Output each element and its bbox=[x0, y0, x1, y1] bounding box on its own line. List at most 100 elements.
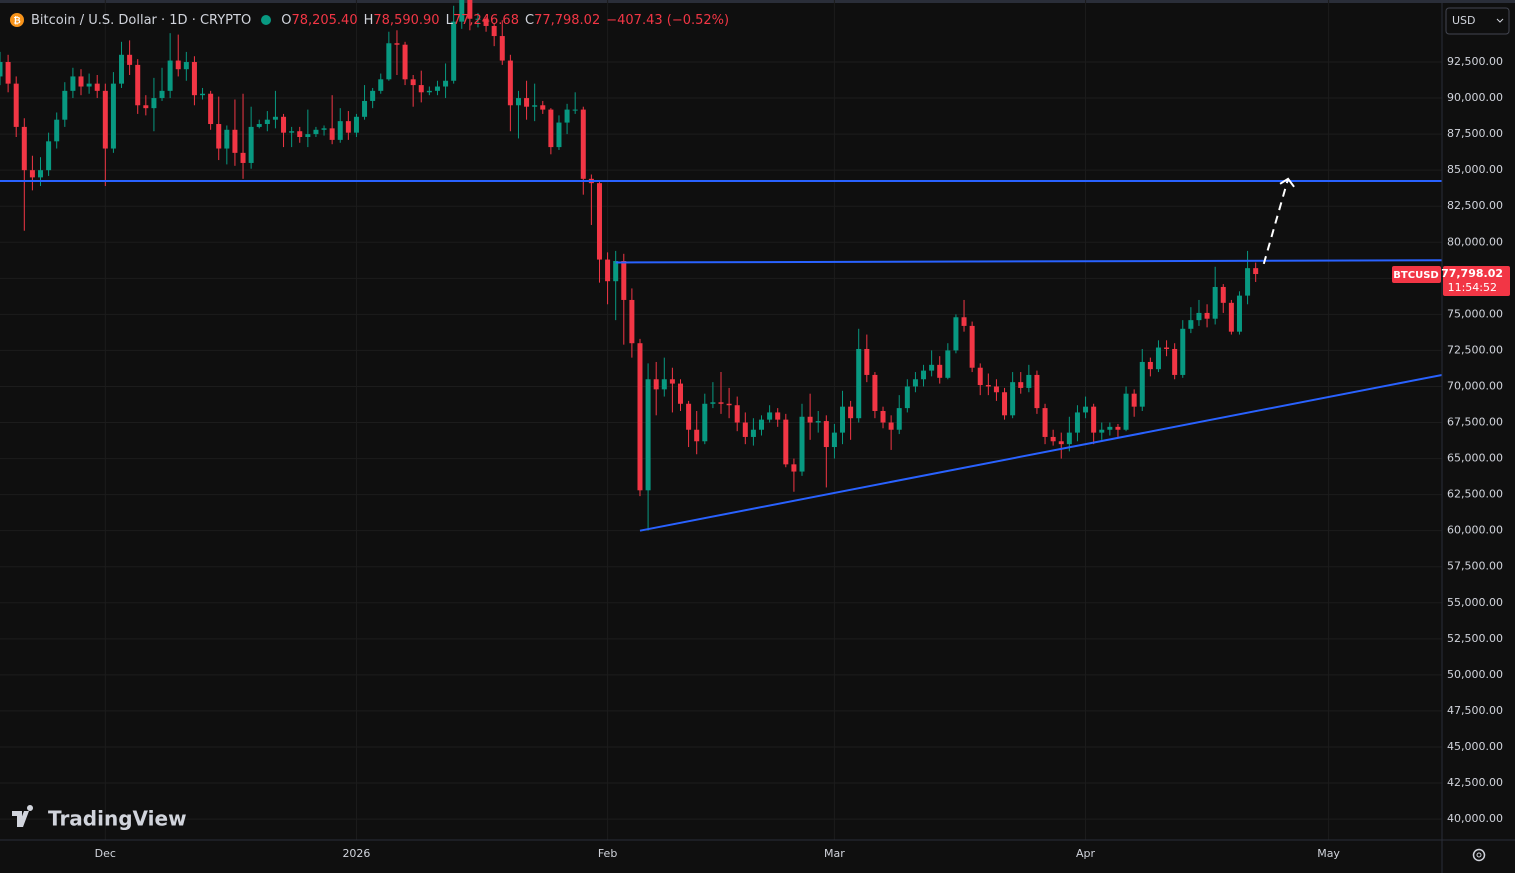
candle-body bbox=[1253, 268, 1259, 275]
settings-icon[interactable] bbox=[1472, 848, 1486, 862]
candle-body bbox=[159, 90, 165, 99]
currency-select[interactable]: USD bbox=[1445, 7, 1510, 35]
candle-body bbox=[1083, 406, 1089, 413]
candle-body bbox=[637, 343, 643, 491]
candle-body bbox=[1245, 268, 1251, 296]
y-tick-label: 90,000.00 bbox=[1447, 91, 1503, 104]
candle-body bbox=[272, 116, 278, 120]
candle-body bbox=[362, 100, 368, 117]
candle-body bbox=[426, 90, 432, 93]
candle-body bbox=[548, 109, 554, 148]
x-tick-label: Dec bbox=[95, 847, 116, 860]
grid bbox=[0, 0, 1442, 840]
gear[interactable] bbox=[1472, 848, 1486, 862]
candle-body bbox=[1139, 361, 1145, 407]
candle-body bbox=[864, 348, 870, 375]
candle-body bbox=[848, 406, 854, 419]
candle-body bbox=[1188, 320, 1194, 329]
price-tag-price: 77,798.02 bbox=[1441, 267, 1503, 280]
candle-body bbox=[256, 124, 262, 127]
candle-body bbox=[1010, 382, 1016, 416]
drawing-line bbox=[639, 373, 1442, 532]
candle-body bbox=[232, 129, 238, 153]
candle-body bbox=[985, 385, 991, 387]
candle-body bbox=[1091, 406, 1097, 433]
ohlc-value: 77,246.68 bbox=[452, 12, 519, 28]
candle-body bbox=[297, 131, 303, 137]
top-border bbox=[0, 0, 1515, 3]
candle-body bbox=[799, 416, 805, 472]
x-tick-label: Feb bbox=[598, 847, 617, 860]
candle-body bbox=[629, 299, 635, 344]
candle-body bbox=[1204, 312, 1210, 319]
candle-body bbox=[248, 126, 254, 163]
candle-body bbox=[580, 109, 586, 179]
candle-body bbox=[880, 410, 886, 423]
candle-body bbox=[5, 62, 11, 84]
candle-body bbox=[1180, 328, 1186, 375]
candle-body bbox=[38, 170, 44, 178]
candle-body bbox=[815, 421, 821, 423]
candle-body bbox=[921, 370, 927, 380]
candle-body bbox=[734, 405, 740, 423]
currency-box[interactable] bbox=[1445, 7, 1510, 35]
candle-body bbox=[135, 64, 141, 106]
watermark: TradingView bbox=[12, 804, 187, 831]
arrow-head bbox=[1279, 177, 1295, 188]
candle-body bbox=[402, 44, 408, 80]
candle-body bbox=[653, 379, 659, 390]
symbol-title[interactable]: Bitcoin / U.S. Dollar · 1D · CRYPTO bbox=[31, 12, 252, 28]
drawing-line bbox=[615, 259, 1442, 264]
candle-body bbox=[208, 93, 214, 125]
candle-body bbox=[888, 422, 894, 430]
y-tick-label: 40,000.00 bbox=[1447, 812, 1503, 825]
y-tick-label: 52,500.00 bbox=[1447, 632, 1503, 645]
candle-body bbox=[507, 60, 513, 106]
candle-body bbox=[337, 121, 343, 140]
candle-body bbox=[78, 76, 84, 87]
candle-body bbox=[467, 0, 473, 19]
y-tick-label: 82,500.00 bbox=[1447, 199, 1503, 212]
candle-body bbox=[418, 85, 424, 93]
currency-label[interactable]: USD bbox=[1452, 14, 1476, 27]
candle-body bbox=[677, 383, 683, 404]
candle-body bbox=[86, 83, 92, 87]
y-tick-label: 50,000.00 bbox=[1447, 668, 1503, 681]
candle-body bbox=[1131, 393, 1137, 407]
candle-body bbox=[1123, 393, 1129, 430]
chevron bbox=[1496, 18, 1504, 23]
candle-body bbox=[143, 105, 149, 109]
candle-body bbox=[1228, 302, 1234, 332]
candle-body bbox=[119, 54, 125, 84]
symbol-tag-box bbox=[1392, 266, 1441, 284]
x-tick-label: Mar bbox=[824, 847, 845, 860]
candle-body bbox=[353, 116, 359, 133]
candle-body bbox=[110, 83, 116, 149]
candle-body bbox=[491, 25, 497, 37]
candle-body bbox=[661, 379, 667, 390]
price-change: −407.43 (−0.52%) bbox=[606, 12, 730, 28]
y-tick-label: 45,000.00 bbox=[1447, 740, 1503, 753]
candle-body bbox=[46, 141, 52, 171]
candle-body bbox=[945, 350, 951, 378]
candle-body bbox=[807, 416, 813, 423]
candle-body bbox=[313, 129, 319, 135]
candle-body bbox=[175, 60, 181, 70]
candle-body bbox=[572, 109, 578, 111]
candle-body bbox=[329, 128, 335, 140]
drawing-line bbox=[1262, 178, 1290, 265]
candle-body bbox=[410, 79, 416, 86]
candle-body bbox=[524, 98, 530, 107]
candle-body bbox=[1034, 374, 1040, 409]
candle-body bbox=[904, 386, 910, 409]
y-tick-label: 80,000.00 bbox=[1447, 235, 1503, 248]
candle-body bbox=[515, 98, 521, 106]
candle-body bbox=[1147, 361, 1153, 370]
y-tick-label: 57,500.00 bbox=[1447, 560, 1503, 573]
candle-body bbox=[750, 429, 756, 437]
candle-body bbox=[767, 412, 773, 420]
candle-body bbox=[305, 134, 311, 137]
